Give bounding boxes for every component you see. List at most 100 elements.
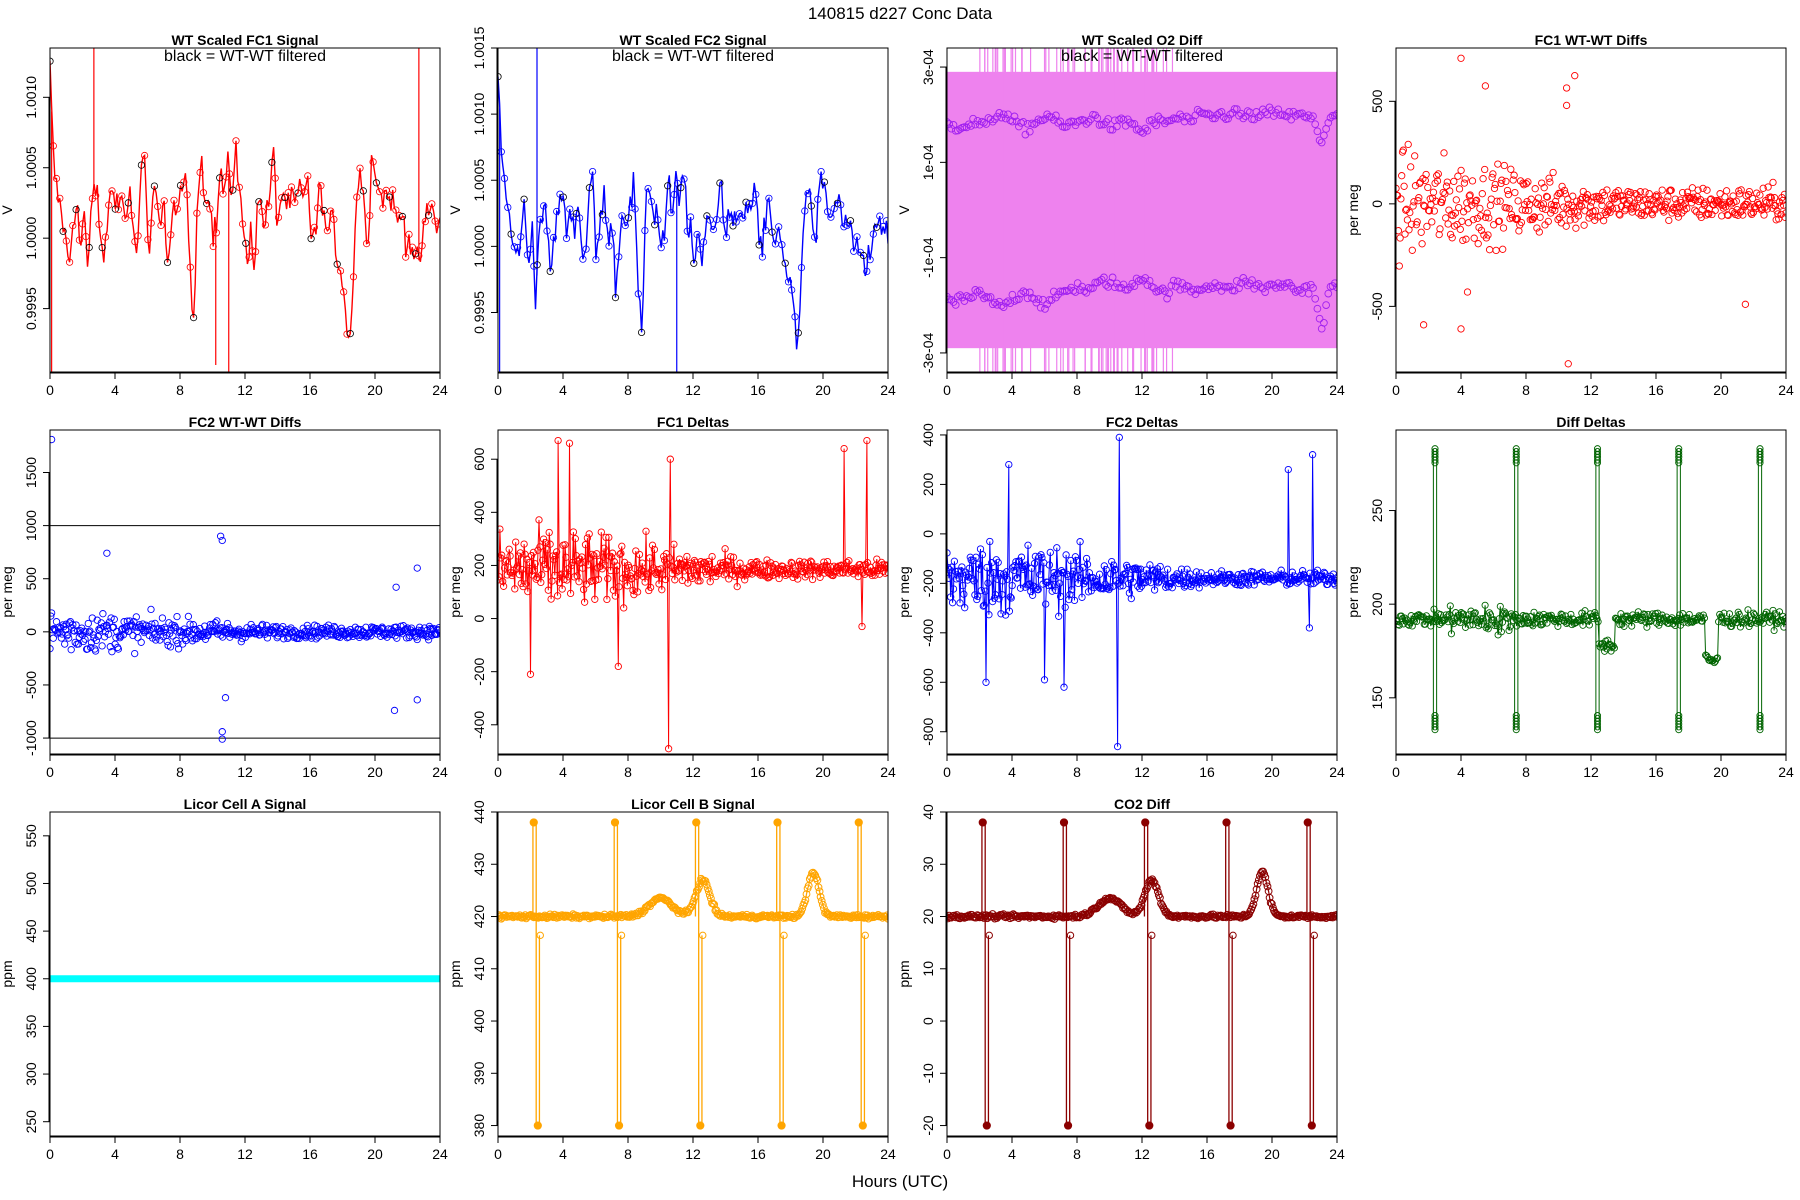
- scatter-point: [1657, 202, 1666, 210]
- spike-line: [981, 821, 990, 1127]
- x-tick-label: 12: [237, 1146, 253, 1162]
- series-point: [816, 893, 825, 901]
- spike-point: [1063, 1121, 1073, 1130]
- scatter-point: [88, 614, 96, 622]
- scatter-point: [1491, 180, 1499, 189]
- series-point: [1565, 615, 1573, 623]
- series-point: [1156, 562, 1164, 571]
- series-point: [1332, 912, 1337, 921]
- scatter-point: [1545, 174, 1553, 182]
- x-tick-label: 16: [302, 382, 318, 398]
- panel-title: CO2 Diff: [1114, 796, 1170, 812]
- series-point: [1497, 628, 1505, 636]
- series-point: [788, 559, 796, 567]
- series-point: [1252, 885, 1261, 894]
- series-point: [1195, 286, 1204, 294]
- series-point: [124, 199, 132, 207]
- series-point: [952, 575, 960, 583]
- series-point: [1237, 109, 1245, 118]
- series-point: [1048, 587, 1056, 595]
- series-point: [1308, 451, 1317, 459]
- series-point: [843, 558, 851, 567]
- series-point: [638, 559, 646, 567]
- series-point: [1039, 116, 1047, 125]
- spike-point: [1675, 453, 1683, 461]
- scatter-point: [1591, 207, 1600, 215]
- series-point: [533, 261, 541, 269]
- series-point: [529, 548, 538, 557]
- series-point: [956, 599, 964, 607]
- series-point: [883, 911, 888, 920]
- scatter-point: [114, 645, 123, 653]
- scatter-point: [89, 631, 97, 639]
- series-point: [1781, 617, 1786, 625]
- scatter-point: [1652, 191, 1661, 199]
- scatter-point: [1598, 201, 1606, 210]
- series-point: [745, 199, 753, 208]
- series-point: [623, 582, 632, 590]
- series-point: [239, 220, 247, 228]
- y-axis-label: per meg: [447, 566, 463, 617]
- series-point: [552, 548, 561, 556]
- x-tick-label: 4: [111, 764, 119, 780]
- scatter-point: [1433, 172, 1441, 180]
- scatter-point: [1527, 195, 1535, 203]
- series-point: [690, 893, 699, 902]
- series-point: [1646, 617, 1654, 626]
- spike-point: [692, 818, 701, 827]
- series-point: [947, 574, 953, 582]
- spike-point: [1593, 726, 1602, 734]
- x-tick-label: 24: [880, 382, 896, 398]
- series-point: [1404, 620, 1412, 628]
- spike-point: [1431, 720, 1439, 728]
- x-tick-label: 4: [559, 382, 567, 398]
- series-point: [646, 554, 654, 562]
- series-point: [1064, 572, 1072, 581]
- series-point: [580, 598, 589, 606]
- scatter-point: [1521, 206, 1530, 215]
- spike-point: [1512, 456, 1520, 464]
- series-point: [822, 562, 831, 570]
- spike-line: [532, 821, 541, 1127]
- series-point: [707, 894, 715, 903]
- series-point: [1574, 616, 1583, 624]
- y-tick-label: 300: [23, 1062, 39, 1086]
- series-point: [524, 587, 532, 596]
- scatter-point: [92, 636, 101, 645]
- series-point: [418, 242, 426, 250]
- series-point: [141, 151, 149, 160]
- y-tick-label: 0.9995: [471, 291, 487, 334]
- series-point: [85, 243, 93, 252]
- series-point: [882, 217, 888, 225]
- series-point: [1178, 572, 1187, 580]
- x-tick-label: 16: [750, 1146, 766, 1162]
- series-point: [801, 896, 810, 904]
- series-point: [261, 221, 269, 229]
- x-tick-label: 16: [1199, 382, 1215, 398]
- series-point: [362, 240, 371, 248]
- series-point: [1006, 593, 1014, 601]
- scatter-point: [1641, 188, 1649, 196]
- y-tick-label: 3e-04: [920, 49, 936, 85]
- spike-point: [1756, 720, 1764, 728]
- scatter-point: [1437, 198, 1446, 207]
- series-point: [1111, 565, 1120, 574]
- series-point: [1204, 577, 1213, 585]
- y-tick-label: 200: [1369, 592, 1385, 616]
- series-point: [95, 220, 103, 228]
- series-point: [1113, 742, 1122, 751]
- scatter-point: [1759, 184, 1767, 192]
- x-tick-label: 12: [1583, 382, 1599, 398]
- scatter-point: [1424, 183, 1432, 192]
- spike-point: [1141, 818, 1150, 827]
- y-axis-label: per meg: [1345, 184, 1361, 235]
- spike-point: [1512, 447, 1520, 456]
- x-tick-label: 24: [432, 1146, 448, 1162]
- scatter-point: [91, 647, 100, 655]
- series-point: [704, 887, 713, 896]
- series-point: [758, 253, 767, 261]
- scatter-point: [125, 627, 133, 635]
- series-point: [167, 231, 175, 239]
- series-point: [1330, 279, 1337, 288]
